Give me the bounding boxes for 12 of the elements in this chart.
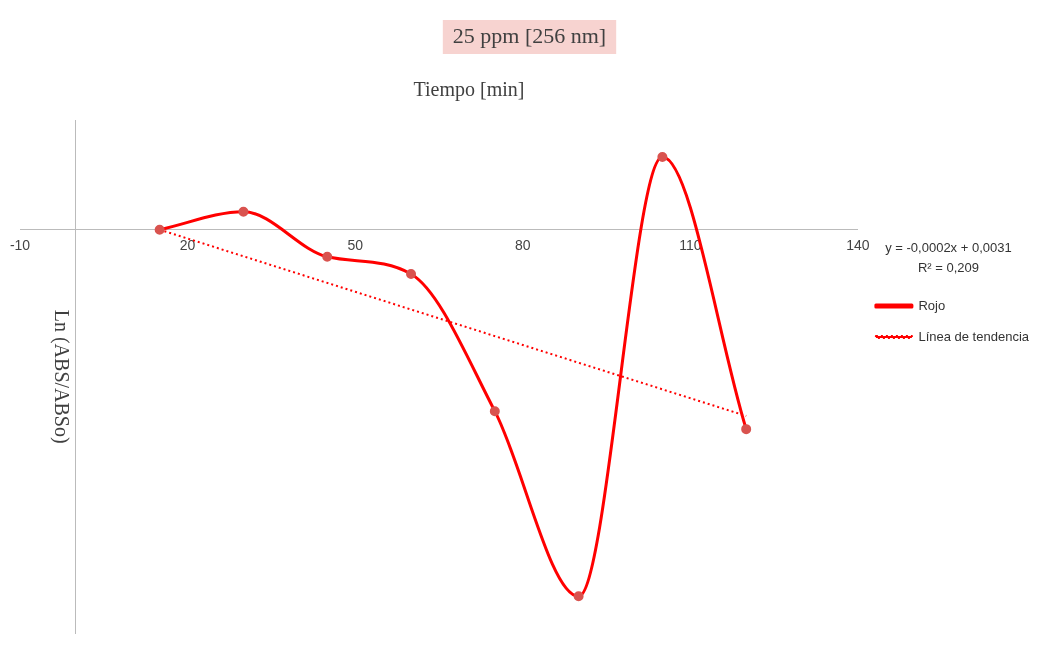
x-tick-label: 140 <box>846 236 870 253</box>
text: y = -0,0002x + 0,0031 <box>885 239 1012 255</box>
x-tick-label: 80 <box>514 236 531 253</box>
x-tick-label: -10 <box>9 236 31 253</box>
x-tick-label: 20 <box>179 236 196 253</box>
x-axis-title: Tiempo [min] <box>413 77 525 101</box>
x-tick-label: 50 <box>347 236 364 253</box>
text: R² = 0,209 <box>917 259 979 275</box>
legend-label: Rojo <box>918 297 946 313</box>
y-axis-title: Ln (ABS/ABSo) <box>49 309 73 444</box>
chart-title: 25 ppm [256 nm] <box>452 22 607 48</box>
legend-label: Línea de tendencia <box>918 328 1030 344</box>
